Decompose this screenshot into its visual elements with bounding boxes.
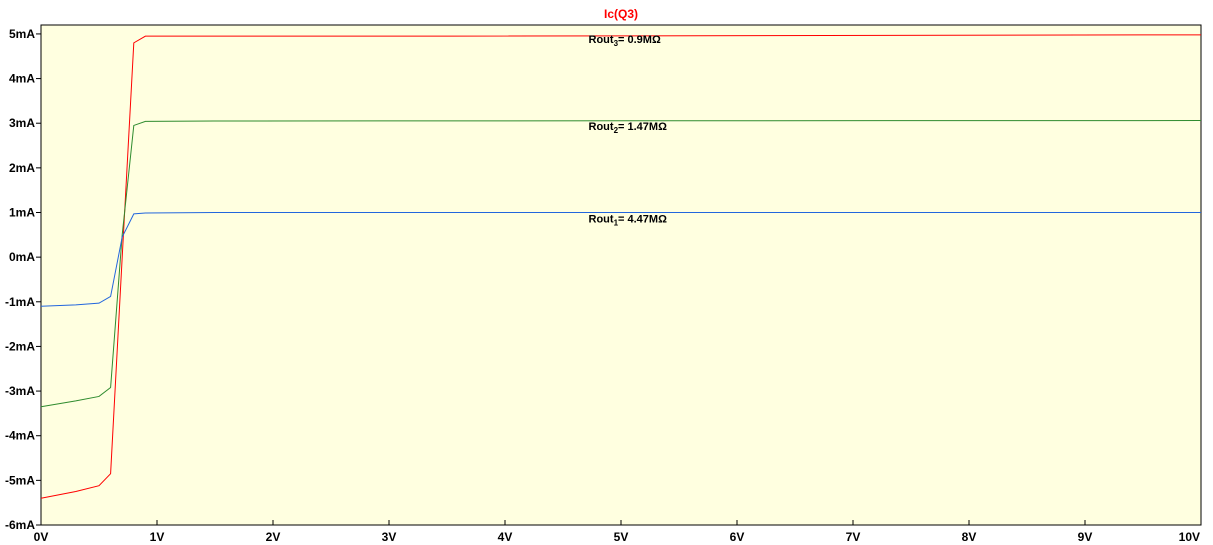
y-tick-label: 4mA (9, 72, 35, 86)
y-tick-label: -5mA (5, 473, 35, 487)
x-tick-label: 9V (1078, 530, 1093, 544)
x-tick-label: 4V (498, 530, 513, 544)
y-tick-label: -3mA (5, 384, 35, 398)
x-tick-label: 6V (730, 530, 745, 544)
x-tick-label: 0V (34, 530, 49, 544)
y-tick-label: 0mA (9, 250, 35, 264)
y-tick-label: 1mA (9, 206, 35, 220)
series-group (40, 34, 1202, 499)
x-tick-label: 10V (1179, 530, 1200, 544)
x-tick-label: 7V (846, 530, 861, 544)
plot-area (40, 24, 1202, 526)
y-tick-label: -2mA (5, 339, 35, 353)
x-tick-label: 2V (266, 530, 281, 544)
rout-annotation-3: Rout3= 0.9MΩ (589, 34, 661, 48)
annotation-text: Rout (589, 213, 614, 225)
annotation-text: Rout (589, 121, 614, 133)
annotation-value: = 4.47MΩ (618, 213, 667, 225)
series-line-1 (40, 34, 1202, 499)
chart-title: Ic(Q3) (604, 7, 638, 21)
rout-annotation-2: Rout2= 1.47MΩ (589, 121, 668, 135)
y-tick-label: 3mA (9, 116, 35, 130)
series-line-3 (40, 212, 1201, 307)
y-tick-label: 5mA (9, 27, 35, 41)
annotation-subscript: 1 (614, 218, 619, 227)
y-tick-label: 2mA (9, 161, 35, 175)
annotation-subscript: 3 (614, 39, 619, 48)
x-tick-label: 1V (150, 530, 165, 544)
rout-annotation-1: Rout1= 4.47MΩ (589, 213, 668, 227)
y-tick-label: -4mA (5, 429, 35, 443)
y-tick-label: -6mA (5, 518, 35, 532)
x-tick-label: 5V (614, 530, 629, 544)
annotation-text: Rout (589, 34, 614, 46)
series-line-2 (40, 120, 1202, 408)
annotation-subscript: 2 (614, 126, 619, 135)
annotation-value: = 1.47MΩ (618, 121, 667, 133)
y-tick-label: -1mA (5, 295, 35, 309)
x-tick-label: 3V (382, 530, 397, 544)
x-tick-label: 8V (962, 530, 977, 544)
ticks-group: 0V 1V 2V 3V 4V 5V 6V 7V 8V 9V 10V 5mA 4mA 3mA 2mA 1mA 0m… (5, 27, 1202, 544)
annotation-value: = 0.9MΩ (618, 34, 661, 46)
